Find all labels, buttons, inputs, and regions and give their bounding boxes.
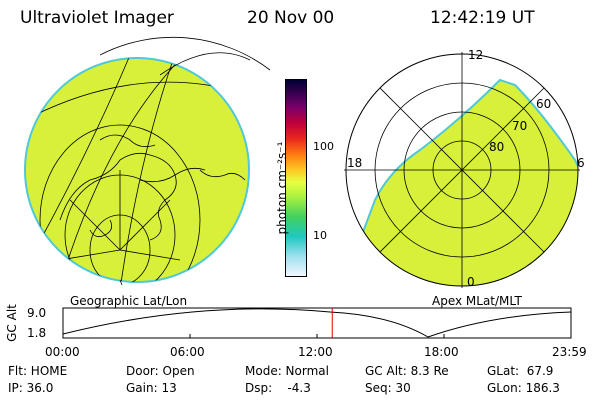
altitude-ytick-min: 1.8	[27, 326, 47, 340]
info-mode: Mode: Normal	[245, 364, 329, 378]
colorbar-tick-10: 10	[313, 229, 327, 242]
info-ip: IP: 36.0	[8, 381, 54, 395]
colorbar	[285, 79, 307, 277]
mlt-label-0: 0	[467, 275, 475, 289]
lat-label-80: 80	[489, 140, 505, 154]
altitude-xtick-2: 12:00	[298, 345, 333, 359]
colorbar-tick-100: 100	[313, 140, 334, 153]
right-panel-title: Apex MLat/MLT	[432, 294, 522, 308]
mlt-label-12: 12	[468, 48, 484, 62]
mlt-label-18: 18	[347, 156, 363, 170]
altitude-xtick-0: 00:00	[45, 345, 80, 359]
info-dsp: Dsp: -4.3	[245, 381, 311, 395]
info-gcalt: GC Alt: 8.3 Re	[365, 364, 449, 378]
left-image-disc	[24, 57, 250, 283]
info-glon: GLon: 186.3	[487, 381, 560, 395]
info-seq: Seq: 30	[365, 381, 411, 395]
info-flight: Flt: HOME	[8, 364, 68, 378]
altitude-ytick-max: 9.0	[27, 306, 47, 320]
info-door: Door: Open	[126, 364, 195, 378]
date-label: 20 Nov 00	[247, 8, 335, 28]
lat-label-60: 60	[536, 97, 552, 111]
info-gain: Gain: 13	[126, 381, 177, 395]
instrument-title: Ultraviolet Imager	[20, 8, 174, 28]
info-glat: GLat: 67.9	[487, 364, 554, 378]
time-label: 12:42:19 UT	[430, 8, 535, 28]
mlt-label-6: 6	[577, 156, 585, 170]
altitude-xtick-4: 23:59	[552, 345, 587, 359]
left-panel-title: Geographic Lat/Lon	[70, 294, 188, 308]
altitude-xtick-1: 06:00	[170, 345, 205, 359]
altitude-xtick-3: 18:00	[424, 345, 459, 359]
lat-label-70: 70	[512, 119, 528, 133]
